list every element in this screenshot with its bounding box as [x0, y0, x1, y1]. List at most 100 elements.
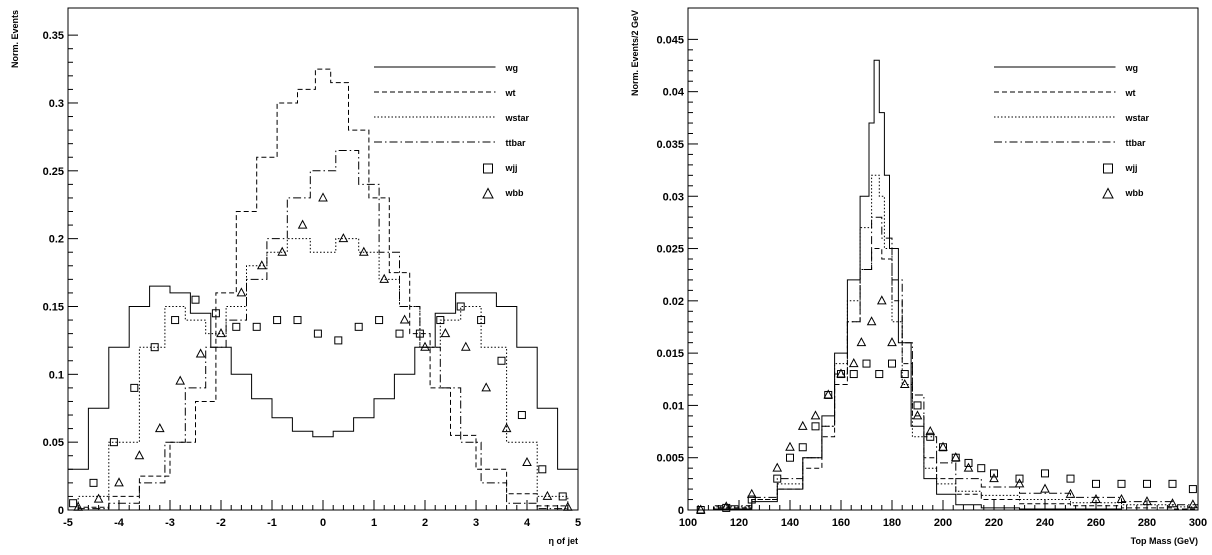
y-tick-label: 0.035 — [656, 139, 684, 151]
series-wjj-point — [849, 370, 858, 379]
x-tick-label: 180 — [883, 517, 901, 529]
y-axis-title: Norm. Events — [10, 10, 20, 68]
series-wbb-point — [522, 456, 532, 467]
series-ttbar-line — [77, 150, 569, 510]
series-wbb-point — [876, 295, 887, 305]
series-wbb-point — [236, 287, 247, 297]
series-wt-line — [77, 68, 569, 510]
series-wbb-point — [1142, 496, 1152, 506]
series-wjj-point — [977, 464, 986, 473]
series-wbb-point — [114, 477, 124, 487]
y-tick-label: 0.03 — [663, 191, 684, 203]
x-tick-label: 120 — [730, 517, 748, 529]
series-wbb-point — [938, 441, 948, 451]
y-tick-label: 0.04 — [663, 87, 685, 99]
x-tick-label: -2 — [216, 517, 226, 529]
legend-wstar-label: wstar — [505, 113, 530, 123]
series-wbb-point — [399, 314, 410, 324]
series-wjj-point — [171, 316, 180, 325]
series-ttbar-line — [688, 216, 1199, 511]
series-wbb-point — [989, 473, 999, 483]
series-wbb-point — [73, 501, 84, 511]
series-wbb-point — [866, 316, 877, 326]
series-wbb-point — [93, 493, 104, 503]
series-wstar-line — [688, 174, 1199, 511]
series-wbb-point — [1188, 499, 1198, 509]
series-wjj-point — [900, 370, 909, 379]
y-tick-label: 0.2 — [49, 234, 64, 246]
series-wjj-point — [773, 474, 782, 483]
x-tick-label: 280 — [1138, 517, 1156, 529]
series-wjj-point — [888, 359, 896, 368]
series-wjj-point — [109, 438, 118, 447]
legend-wbb-marker — [482, 187, 494, 199]
series-wjj-point — [1188, 485, 1197, 494]
series-wbb-point — [379, 273, 390, 283]
legend-wt-label: wt — [1125, 88, 1136, 98]
x-tick-label: 220 — [985, 517, 1003, 529]
series-wjj-point — [1143, 479, 1151, 488]
legend-wg-label: wg — [505, 63, 519, 73]
series-wjj-point — [477, 316, 486, 325]
series-wjj-point — [293, 316, 302, 325]
series-wbb-point — [950, 452, 961, 462]
series-wjj-point — [375, 316, 384, 325]
legend-wt-label: wt — [505, 88, 516, 98]
series-wjj-point — [913, 401, 922, 410]
x-tick-label: 4 — [524, 517, 531, 529]
legend-wbb-marker — [1102, 187, 1114, 199]
series-wjj-point — [862, 359, 871, 368]
y-tick-label: 0.015 — [656, 348, 684, 360]
x-tick-label: -1 — [267, 517, 277, 529]
series-wbb-point — [785, 441, 795, 451]
series-wbb-point — [440, 328, 451, 338]
series-wbb-point — [481, 382, 492, 392]
series-wjj-point — [747, 495, 756, 504]
series-wbb-point — [195, 348, 206, 358]
legend-wbb-label: wbb — [505, 188, 524, 198]
series-wbb-point — [1167, 498, 1178, 508]
series-wbb-point — [797, 420, 808, 430]
top-mass-panel: 100 120 140 160 180 200 220 240 260 280 300 0 0.005 0… — [630, 7, 1207, 546]
series-wbb-point — [358, 246, 369, 256]
series-wbb-point — [318, 192, 328, 202]
x-tick-label: 100 — [679, 517, 697, 529]
series-wjj-point — [1117, 479, 1126, 488]
legend-wjj-marker — [1103, 163, 1113, 174]
series-wbb-point — [297, 219, 308, 229]
y-tick-label: 0.005 — [656, 453, 684, 465]
y-tick-label: 0.35 — [43, 30, 64, 42]
x-tick-label: -5 — [63, 517, 73, 529]
series-wbb-point — [460, 341, 471, 351]
series-wbb-point — [823, 389, 834, 399]
series-wbb-point — [256, 260, 267, 270]
x-axis-title: η of jet — [549, 536, 579, 546]
x-tick-label: 0 — [320, 517, 326, 529]
x-tick-label: 3 — [473, 517, 479, 529]
series-wbb-point — [1014, 478, 1025, 488]
series-wbb-point — [963, 462, 974, 472]
series-wjj-point — [130, 383, 139, 392]
series-wbb-point — [501, 423, 512, 433]
series-wjj-point — [191, 295, 200, 304]
series-wbb-point — [1040, 483, 1050, 493]
series-wjj-point — [252, 322, 261, 331]
series-wbb-point — [912, 410, 923, 420]
legend-wstar-label: wstar — [1125, 113, 1150, 123]
series-wbb-point — [899, 378, 910, 388]
series-wjj-point — [232, 322, 241, 331]
series-wjj-point — [89, 478, 98, 487]
series-wjj-point — [1015, 474, 1024, 483]
series-wjj-point — [786, 453, 794, 462]
series-wjj-point — [558, 492, 567, 501]
series-wbb-point — [154, 423, 165, 433]
series-wjj-point — [964, 458, 973, 467]
series-wjj-point — [1168, 479, 1177, 488]
legend-wjj-label: wjj — [505, 163, 518, 173]
legend-ttbar-label: ttbar — [1126, 138, 1146, 148]
series-wjj-point — [926, 432, 935, 441]
series-wjj-point — [313, 329, 322, 338]
series-wbb-point — [277, 246, 288, 256]
